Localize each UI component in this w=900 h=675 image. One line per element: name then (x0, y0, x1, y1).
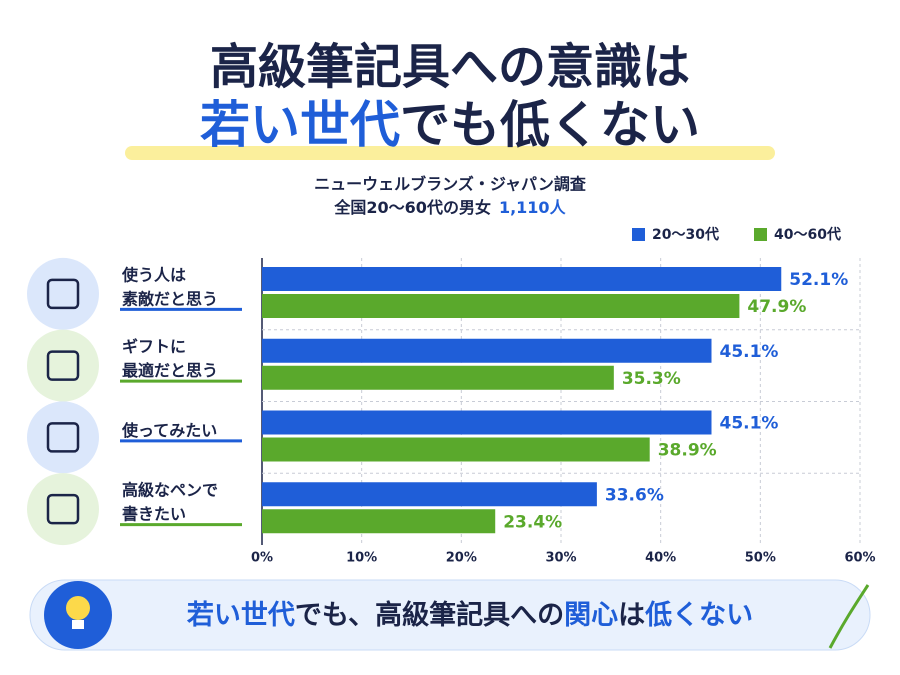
x-tick-label: 20% (446, 551, 477, 566)
footer-part: でも、高級筆記具への (295, 599, 564, 631)
value-label: 45.1% (719, 342, 778, 362)
bar (262, 410, 712, 435)
value-label: 35.3% (622, 369, 681, 389)
bar (262, 338, 712, 363)
category-label: 最適だと思う (122, 361, 218, 380)
category-label: ギフトに (122, 337, 186, 356)
bar (262, 294, 740, 318)
value-label: 45.1% (719, 414, 778, 434)
category-underline (120, 307, 242, 311)
subtitle-text: 全国20〜60代の男女 (333, 198, 491, 217)
chart: 0% 10% 20% 30% 40% 50% 60% 20〜30代 40〜60代使う人は素敵だと… (27, 226, 876, 566)
category-label: 使ってみたい (121, 421, 217, 440)
title-highlight: 若い世代 (200, 96, 400, 154)
legend-label: 20〜30代 (652, 226, 719, 243)
icon-glyph (46, 350, 80, 381)
subtitle-line2: 全国20〜60代の男女 1,110人 (333, 198, 566, 217)
category-label: 書きたい (122, 505, 186, 524)
footer-text: 若い世代でも、高級筆記具への関心は低くない (187, 599, 753, 631)
category-label: 素敵だと思う (122, 289, 218, 308)
title-line2: 若い世代でも低くない (200, 96, 700, 154)
footer-box (29, 579, 871, 651)
bar (262, 509, 496, 534)
icon-glyph (46, 278, 80, 310)
category-icon (27, 257, 99, 330)
highlight (125, 146, 775, 160)
x-tick-label: 50% (745, 551, 776, 566)
title-line1: 高級筆記具への意識は (210, 39, 690, 95)
bar (262, 267, 782, 291)
subtitle-count: 1,110人 (499, 198, 567, 217)
category-underline (120, 523, 242, 527)
value-label: 23.4% (503, 512, 562, 532)
title-rest: でも低くない (400, 96, 700, 154)
category-label: 高級なペンで (122, 481, 218, 500)
bar (262, 482, 597, 507)
category-label: 使う人は (121, 265, 186, 284)
legend-swatch (754, 228, 767, 241)
legend-swatch (632, 228, 645, 241)
subtitle-line1: ニューウェルブランズ・ジャパン調査 (314, 175, 586, 194)
footer-part: 関心 (564, 600, 618, 631)
category-icon (27, 473, 99, 546)
x-tick-label: 40% (645, 551, 676, 566)
footer-part: 低くない (644, 600, 753, 631)
bulb (66, 596, 90, 620)
x-tick-label: 30% (545, 551, 576, 566)
icon-glyph (46, 422, 80, 453)
category-icon (27, 401, 99, 474)
footer-part: 若い世代 (187, 600, 295, 631)
footer-part: は (618, 600, 645, 631)
value-label: 47.9% (747, 297, 806, 317)
x-tick-label: 60% (844, 551, 875, 566)
bulb-base (72, 620, 84, 629)
legend-label: 40〜60代 (774, 226, 841, 243)
category-icon (27, 329, 99, 402)
bar (262, 365, 614, 390)
leaf (828, 584, 870, 649)
category-underline (120, 439, 242, 443)
category-underline (120, 379, 242, 383)
value-label: 33.6% (605, 485, 664, 505)
x-tick-label: 10% (346, 551, 377, 566)
value-label: 52.1% (789, 270, 848, 290)
bar (262, 437, 650, 462)
value-label: 38.9% (658, 441, 717, 461)
icon-glyph (46, 493, 80, 525)
x-tick-label: 0% (251, 551, 273, 566)
